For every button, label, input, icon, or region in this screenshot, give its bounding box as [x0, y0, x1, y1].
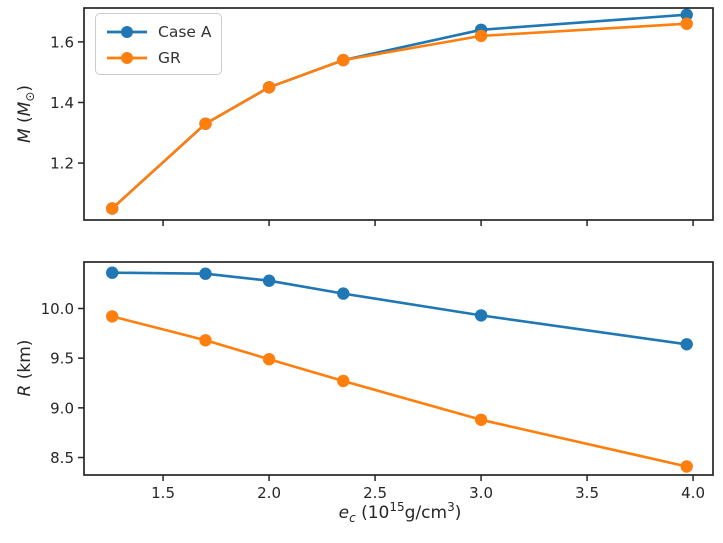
y-tick-label-mass-panel: 1.6	[50, 33, 74, 51]
data-point-gr-mass-panel	[262, 81, 276, 94]
series-line-gr-mass-panel	[111, 22, 687, 210]
x-tick-label: 4.0	[681, 484, 705, 502]
x-tick-label: 3.0	[469, 484, 493, 502]
data-point-case-a-radius-panel	[474, 309, 488, 322]
data-point-gr-radius-panel	[474, 413, 488, 426]
y-axis-label-mass: M (M⊙)	[15, 84, 37, 144]
y-axis-label-radius: R (km)	[15, 339, 35, 397]
data-point-gr-mass-panel	[474, 29, 488, 43]
y-tick-label-radius-panel: 10.0	[41, 300, 74, 318]
data-point-case-a-radius-panel	[199, 267, 212, 280]
data-point-case-a-radius-panel	[337, 287, 350, 300]
ylabel-mass-variable: M	[15, 128, 35, 144]
legend-swatch-gr	[107, 51, 147, 64]
series-line-gr-radius-panel	[111, 315, 687, 468]
y-tick-label-mass-panel: 1.2	[50, 155, 74, 173]
ylabel-radius-variable: R	[15, 384, 35, 397]
panel-border-mass-panel	[83, 7, 714, 221]
y-tick-label-radius-panel: 9.0	[50, 399, 74, 417]
data-point-gr-radius-panel	[262, 353, 276, 366]
data-point-gr-mass-panel	[106, 202, 119, 215]
legend-label-gr: GR	[158, 48, 181, 67]
x-axis-label: ec (1015g/cm3)	[338, 500, 462, 525]
data-point-case-a-radius-panel	[106, 266, 119, 279]
data-point-gr-radius-panel	[680, 460, 693, 473]
legend-marker-case-a	[121, 25, 133, 38]
data-point-case-a-radius-panel	[680, 338, 693, 351]
series-line-case-a-radius-panel	[112, 271, 687, 346]
y-tick-label-radius-panel: 8.5	[50, 449, 74, 467]
legend-marker-gr	[121, 51, 133, 64]
legend-label-case-a: Case A	[158, 22, 212, 41]
ylabel-mass-symbol: M	[15, 101, 35, 117]
panel-border-radius-panel	[83, 261, 714, 476]
data-point-gr-mass-panel	[199, 117, 212, 130]
x-tick-label: 1.5	[151, 484, 175, 502]
legend: Case A GR	[95, 13, 222, 75]
data-point-case-a-radius-panel	[262, 274, 276, 287]
legend-entry-case-a: Case A	[105, 20, 212, 43]
x-tick-label: 3.5	[575, 484, 599, 502]
data-point-case-a-mass-panel	[680, 8, 693, 21]
data-point-gr-mass-panel	[337, 53, 350, 67]
data-point-gr-mass-panel	[680, 17, 693, 30]
xlabel-variable: e	[338, 503, 350, 523]
legend-entry-gr: GR	[105, 46, 212, 69]
legend-swatch-case-a	[107, 25, 147, 38]
data-point-gr-radius-panel	[106, 310, 119, 323]
data-point-gr-radius-panel	[337, 374, 350, 388]
y-tick-label-radius-panel: 9.5	[50, 350, 74, 368]
y-tick-label-mass-panel: 1.4	[50, 94, 74, 112]
sun-symbol: ⊙	[23, 91, 37, 102]
data-point-gr-radius-panel	[199, 334, 212, 347]
x-tick-label: 2.5	[363, 484, 387, 502]
x-tick-label: 2.0	[257, 484, 281, 502]
